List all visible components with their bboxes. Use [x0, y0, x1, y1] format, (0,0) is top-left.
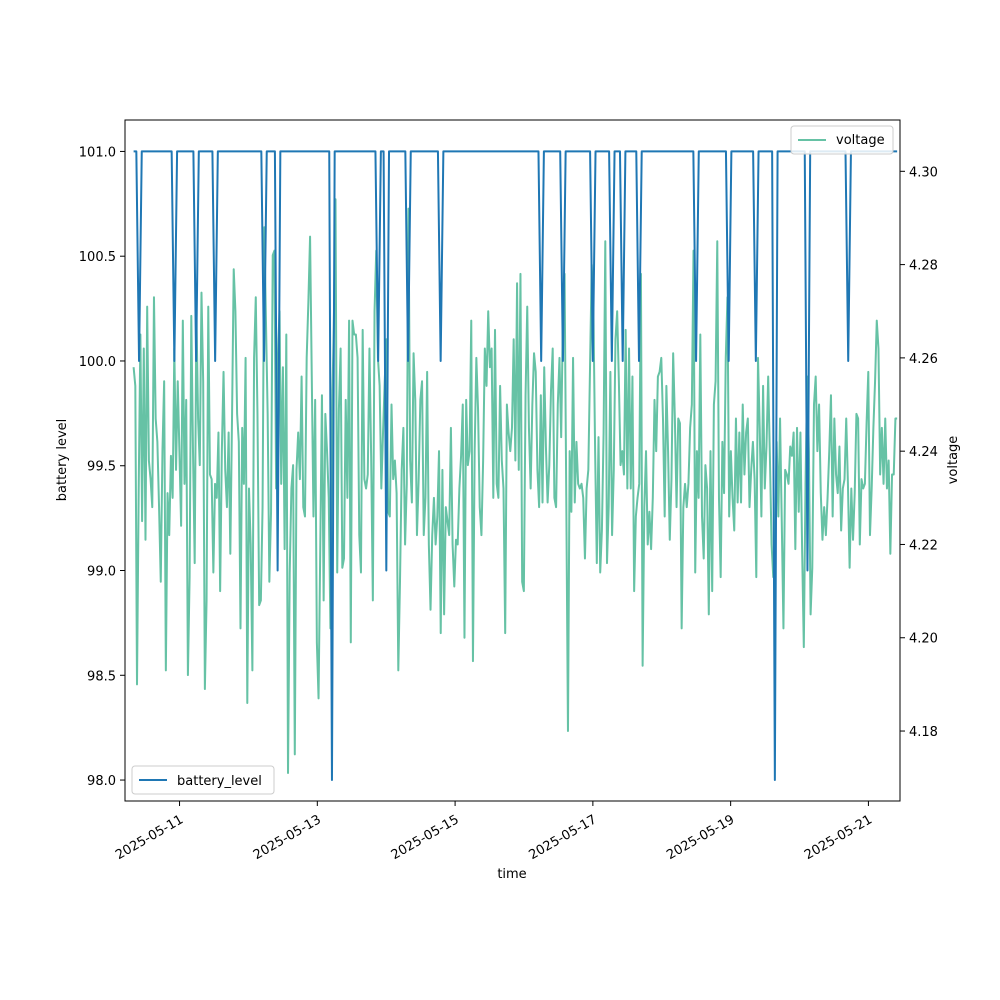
legend-voltage: voltage — [790, 125, 894, 155]
series-line-battery-level — [133, 150, 898, 782]
legend-label-voltage: voltage — [836, 133, 885, 148]
x-axis-label: time — [497, 867, 526, 882]
y-axis-left-label: battery level — [55, 419, 70, 502]
y-right-tick-label: 4.22 — [909, 538, 938, 553]
y-right-tick-label: 4.26 — [909, 352, 938, 367]
y-right-tick-label: 4.18 — [909, 725, 938, 740]
plot-frame — [124, 119, 901, 802]
y-left-tick-label: 99.0 — [87, 565, 116, 580]
y-left-tick-label: 100.5 — [79, 250, 116, 265]
y-right-tick-label: 4.28 — [909, 259, 938, 274]
y-right-tick-label: 4.20 — [909, 632, 938, 647]
y-right-tick-label: 4.30 — [909, 165, 938, 180]
y-left-tick-label: 100.0 — [79, 355, 116, 370]
y-left-tick-label: 99.5 — [87, 460, 116, 475]
plot-lines — [132, 150, 898, 782]
y-left-tick-label: 101.0 — [79, 145, 116, 160]
series-line-voltage — [132, 198, 898, 775]
y-left-tick-label: 98.5 — [87, 669, 116, 684]
y-left-tick-label: 98.0 — [87, 774, 116, 789]
y-right-tick-label: 4.24 — [909, 445, 938, 460]
legend-label-battery-level: battery_level — [177, 774, 262, 789]
legend-battery-level: battery_level — [131, 765, 275, 795]
y-axis-right-label: voltage — [946, 436, 961, 485]
y-axis-right: 4.18 4.20 4.22 4.24 4.26 4.28 4.30 — [900, 165, 938, 740]
y-axis-left: 98.0 98.5 99.0 99.5 100.0 100.5 101.0 — [79, 145, 125, 789]
